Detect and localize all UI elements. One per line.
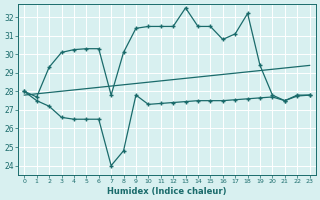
X-axis label: Humidex (Indice chaleur): Humidex (Indice chaleur) [107, 187, 227, 196]
